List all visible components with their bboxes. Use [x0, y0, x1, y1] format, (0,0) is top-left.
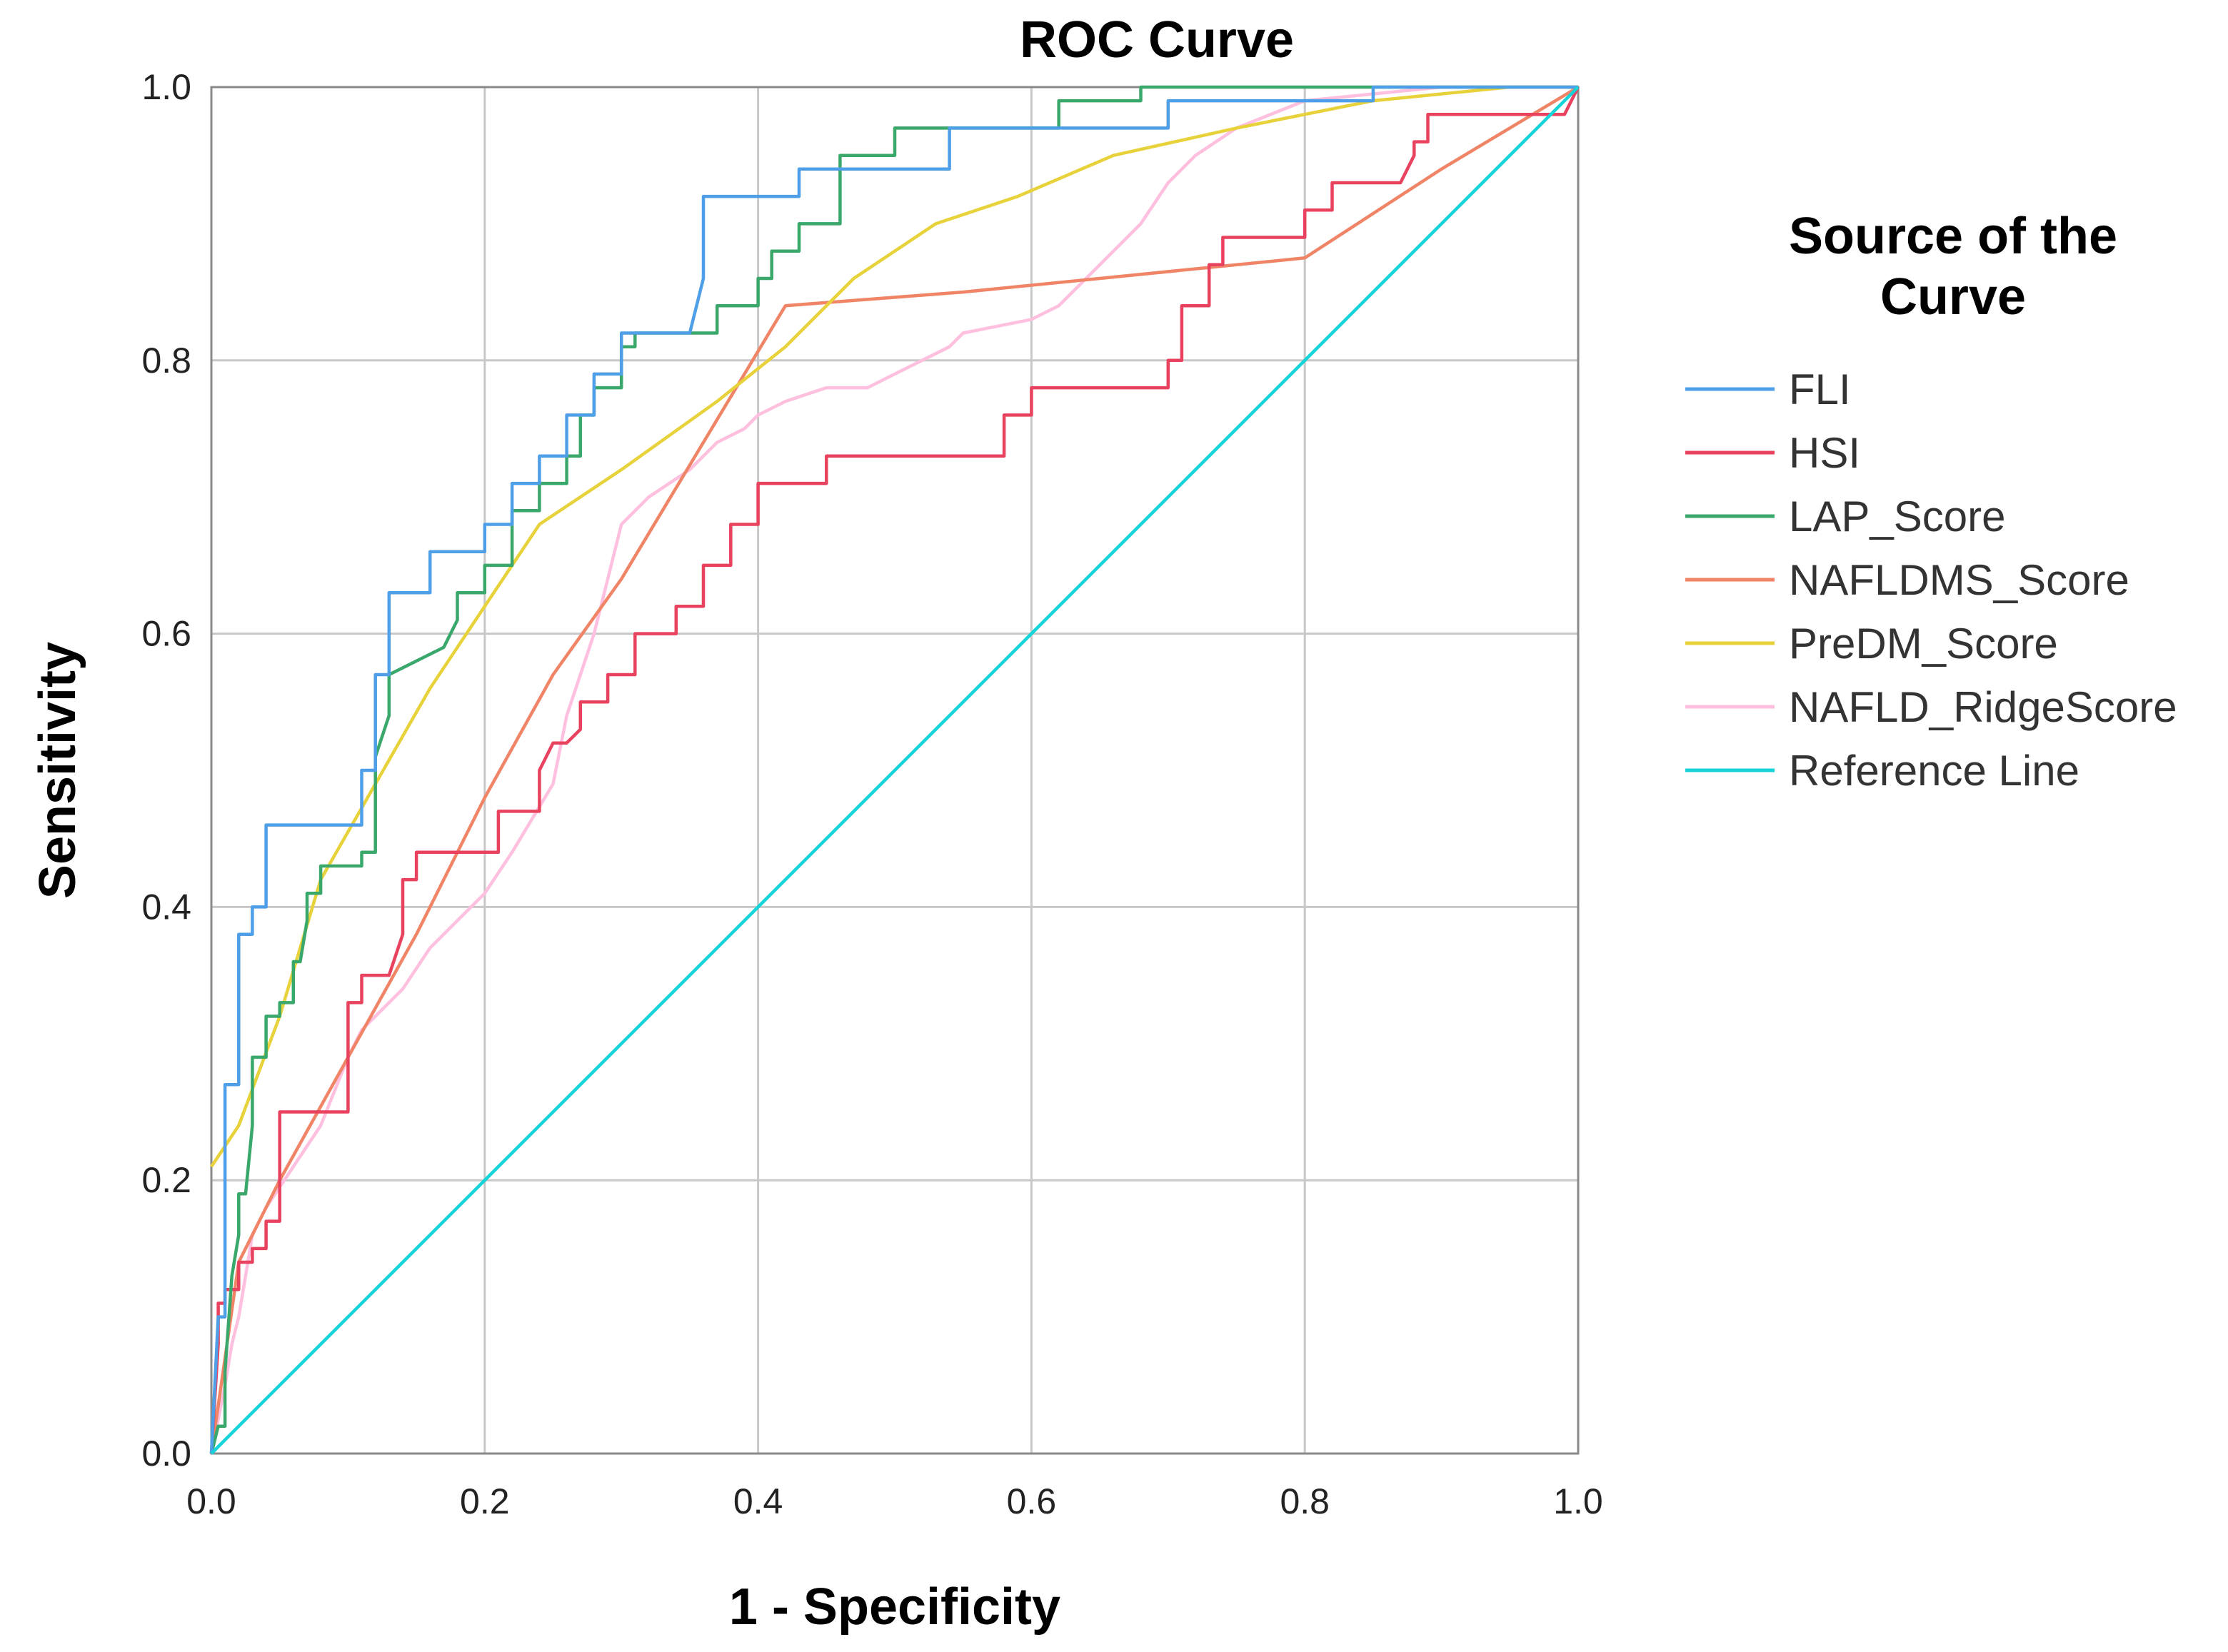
- y-tick-label: 1.0: [141, 67, 191, 107]
- series-line-fli: [209, 85, 1578, 1454]
- y-tick-label: 0.8: [141, 341, 191, 381]
- x-tick-labels: 0.0 0.2 0.4 0.6 0.8 1.0: [186, 1481, 1603, 1521]
- x-tick-label: 0.4: [733, 1481, 783, 1521]
- legend-label-reference-line: Reference Line: [1789, 747, 2079, 795]
- y-tick-labels: 0.0 0.2 0.4 0.6 0.8 1.0: [141, 67, 191, 1474]
- x-tick-label: 0.2: [460, 1481, 510, 1521]
- legend-label-nafldms-score: NAFLDMS_Score: [1789, 556, 2129, 604]
- legend-items: FLI HSI LAP_Score NAFLDMS_Score PreDM_Score N…: [1685, 366, 2177, 795]
- y-tick-label: 0.0: [141, 1434, 191, 1474]
- plot-frame: [210, 86, 1580, 1455]
- grid-lines: [211, 87, 1578, 1454]
- legend-label-predm-score: PreDM_Score: [1789, 620, 2058, 668]
- x-tick-label: 0.0: [186, 1481, 236, 1521]
- y-tick-label: 0.2: [141, 1160, 191, 1200]
- y-axis-label: Sensitivity: [29, 642, 86, 899]
- series-line-reference-line: [210, 86, 1580, 1455]
- legend-title-line-2: Curve: [1880, 268, 2026, 326]
- legend-label-nafld-ridgescore: NAFLD_RidgeScore: [1789, 683, 2177, 731]
- legend-label-fli: FLI: [1789, 366, 1851, 413]
- y-tick-label: 0.6: [141, 614, 191, 654]
- series-line-lap-score: [209, 85, 1578, 1454]
- x-tick-label: 0.6: [1007, 1481, 1057, 1521]
- series-line-nafld-ridgescore: [209, 85, 1578, 1454]
- chart-title: ROC Curve: [1020, 11, 1294, 69]
- legend: Source of the Curve FLI HSI LAP_Score NAFLD…: [1685, 208, 2177, 795]
- y-tick-label: 0.4: [141, 887, 191, 927]
- legend-label-hsi: HSI: [1789, 429, 1860, 477]
- x-tick-label: 1.0: [1553, 1481, 1603, 1521]
- series-line-hsi: [209, 86, 1580, 1454]
- x-axis-label: 1 - Specificity: [729, 1578, 1060, 1636]
- legend-title-line-1: Source of the: [1789, 208, 2117, 265]
- x-tick-label: 0.8: [1280, 1481, 1330, 1521]
- legend-label-lap-score: LAP_Score: [1789, 493, 2006, 540]
- series-group: [209, 85, 1580, 1455]
